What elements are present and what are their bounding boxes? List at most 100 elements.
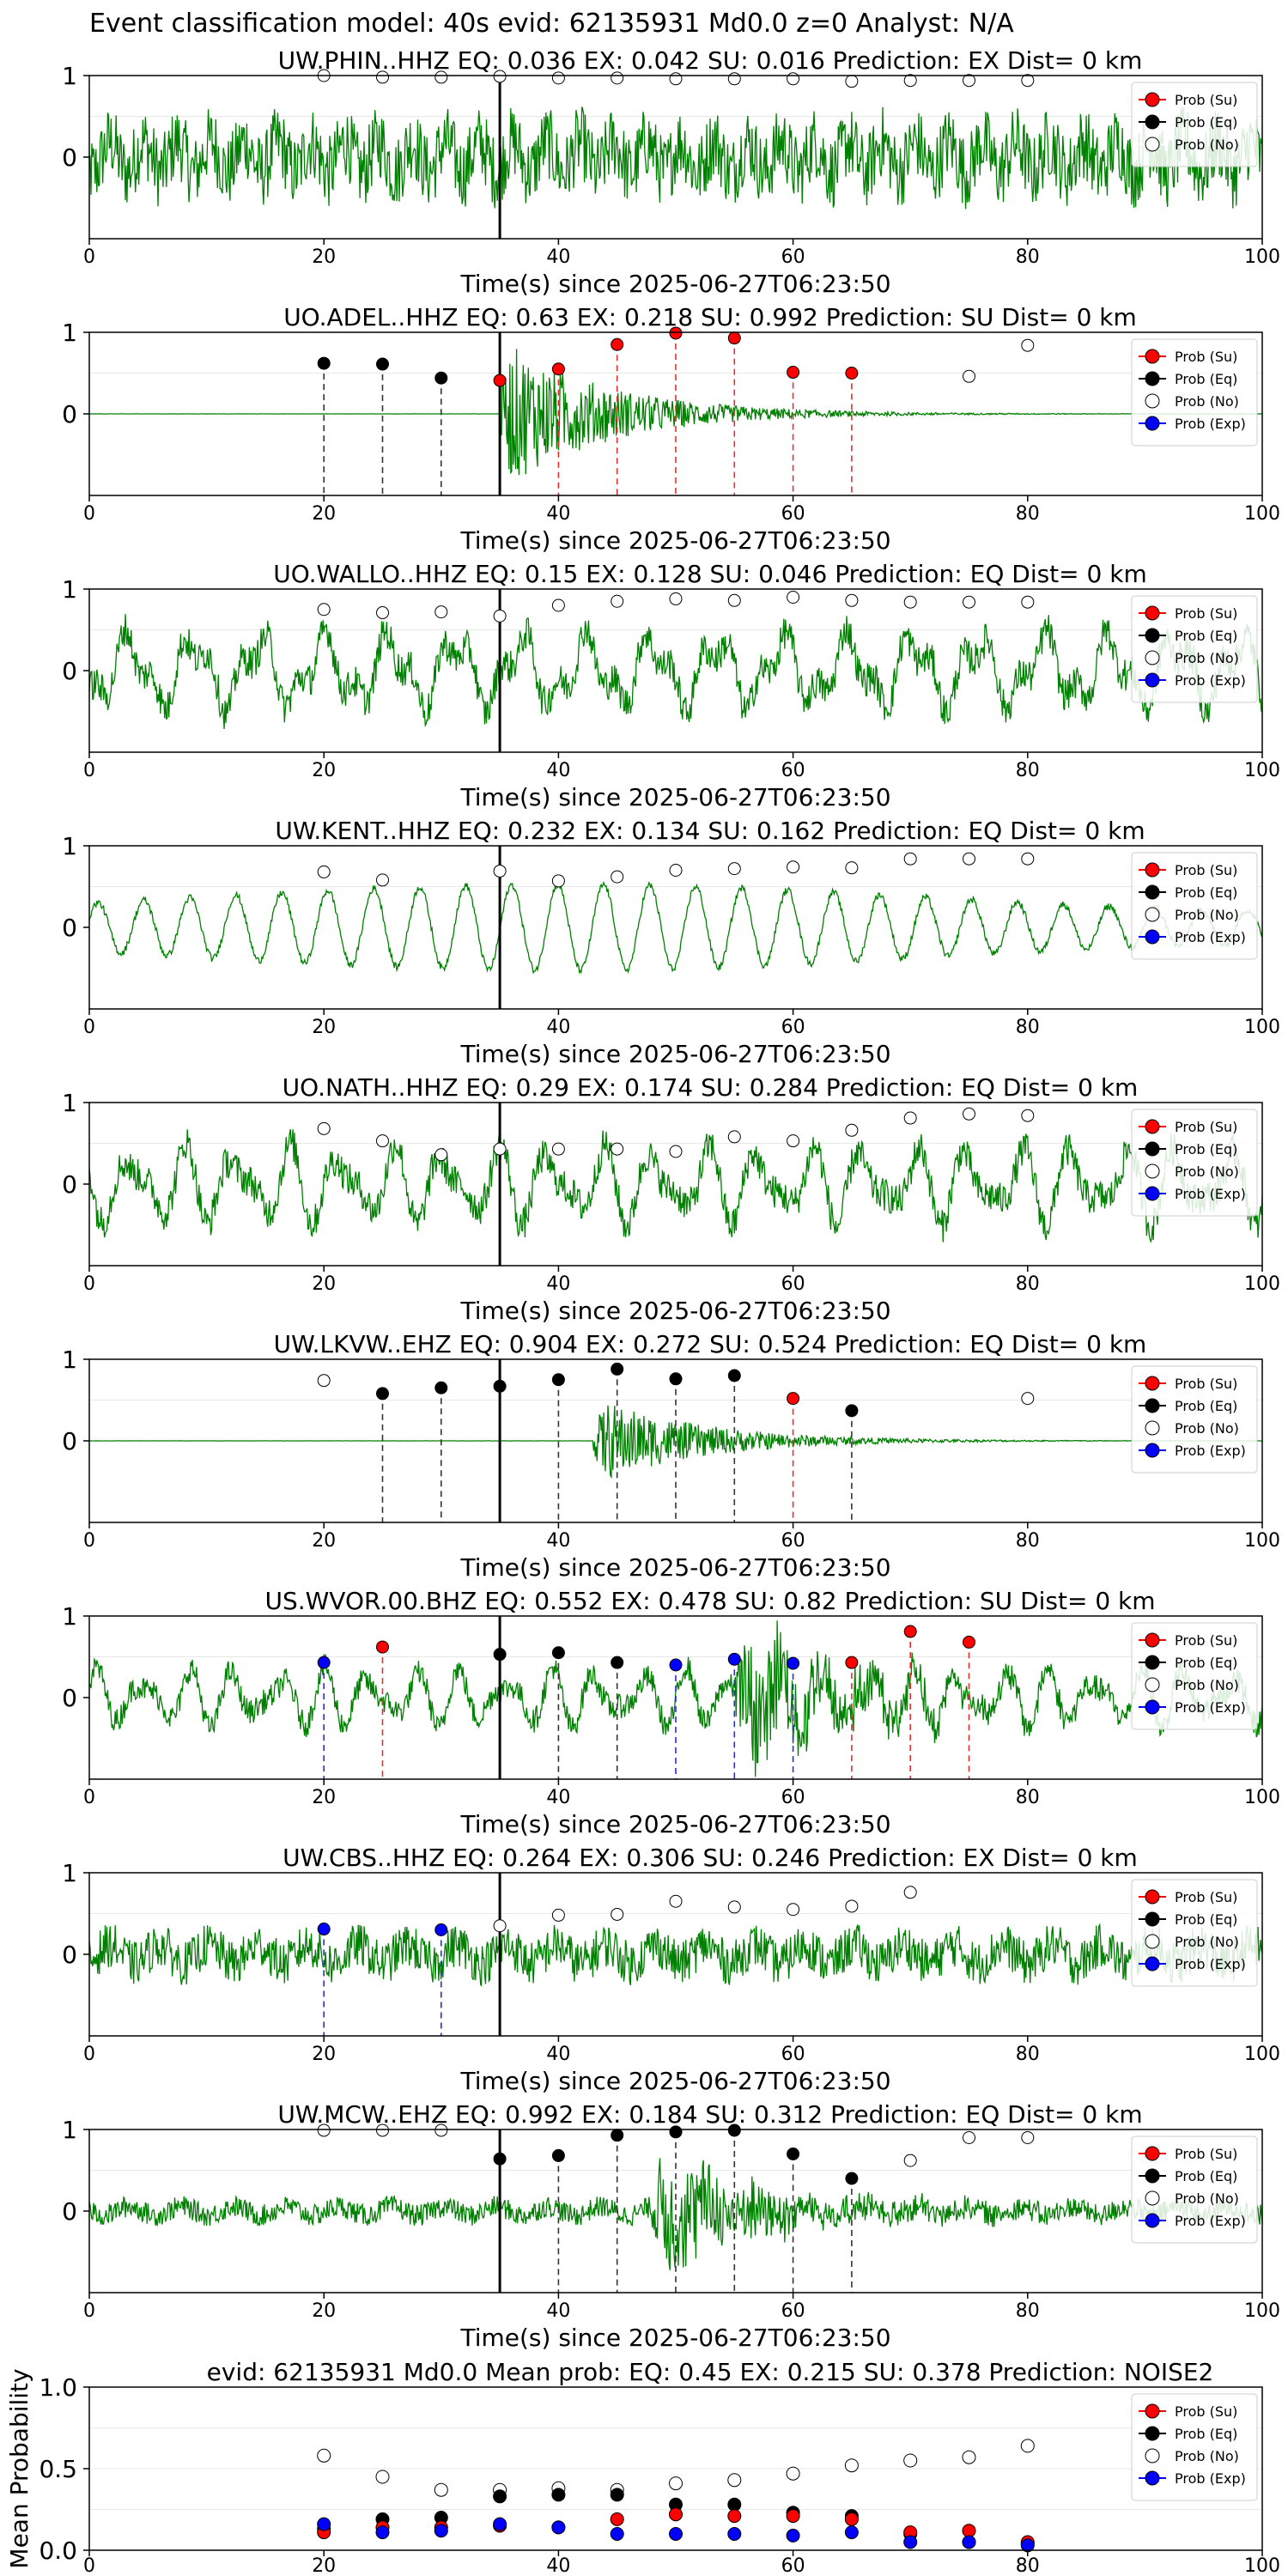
y-tick-label: 0 bbox=[62, 2197, 77, 2226]
prob-point-no bbox=[903, 74, 917, 88]
prob-point-no bbox=[376, 70, 389, 84]
mean-point-eq bbox=[610, 2488, 624, 2502]
prob-point-no bbox=[611, 594, 624, 608]
legend-marker-eq bbox=[1145, 114, 1160, 130]
mean-point-exp bbox=[610, 2527, 624, 2541]
panel-title: UW.MCW..EHZ EQ: 0.992 EX: 0.184 SU: 0.31… bbox=[277, 2100, 1142, 2129]
legend-label-su: Prob (Su) bbox=[1175, 862, 1237, 878]
legend-label-no: Prob (No) bbox=[1175, 1934, 1239, 1950]
panel-title: evid: 62135931 Md0.0 Mean prob: EQ: 0.45… bbox=[207, 2358, 1214, 2386]
prob-point-su bbox=[845, 1656, 859, 1669]
x-tick-label: 0 bbox=[83, 2044, 95, 2065]
prob-point-su bbox=[611, 337, 624, 351]
legend-label-su: Prob (Su) bbox=[1175, 1632, 1237, 1649]
prob-point-no bbox=[669, 72, 683, 86]
mean-point-exp bbox=[844, 2525, 859, 2540]
legend-label-su: Prob (Su) bbox=[1175, 1889, 1237, 1905]
panel-title: UO.ADEL..HHZ EQ: 0.63 EX: 0.218 SU: 0.99… bbox=[283, 303, 1137, 331]
legend-box bbox=[1131, 1879, 1258, 1987]
legend-label-su: Prob (Su) bbox=[1175, 2403, 1237, 2420]
prob-point-no bbox=[1021, 595, 1035, 609]
x-tick-label: 60 bbox=[781, 1530, 805, 1552]
legend-marker-no bbox=[1145, 393, 1160, 409]
legend-box bbox=[1131, 1365, 1258, 1473]
x-axis-label: Time(s) since 2025-06-27T06:23:50 bbox=[459, 2324, 890, 2352]
prob-point-no bbox=[903, 2154, 917, 2167]
prob-point-no bbox=[376, 1134, 389, 1148]
legend-marker-eq bbox=[1145, 1655, 1160, 1670]
y-tick-label: 1 bbox=[62, 62, 77, 90]
legend-label-exp: Prob (Exp) bbox=[1175, 2213, 1246, 2229]
panel-title: UW.LKVW..EHZ EQ: 0.904 EX: 0.272 SU: 0.5… bbox=[274, 1330, 1147, 1358]
prob-point-eq bbox=[669, 1372, 683, 1386]
y-tick-label: 0.0 bbox=[39, 2537, 77, 2565]
station-panel: UO.WALLO..HHZ EQ: 0.15 EX: 0.128 SU: 0.0… bbox=[62, 560, 1280, 811]
prob-point-no bbox=[787, 1134, 800, 1148]
legend-label-no: Prob (No) bbox=[1175, 393, 1239, 410]
x-tick-label: 80 bbox=[1016, 246, 1040, 268]
waveform-trace bbox=[88, 1923, 1263, 1987]
legend-label-exp: Prob (Exp) bbox=[1175, 1186, 1246, 1202]
prob-point-su bbox=[787, 366, 800, 380]
legend-marker-no bbox=[1145, 137, 1160, 152]
legend-marker-exp bbox=[1145, 1699, 1160, 1715]
prob-point-no bbox=[434, 605, 448, 619]
x-tick-label: 20 bbox=[312, 2300, 336, 2322]
legend-label-su: Prob (Su) bbox=[1175, 92, 1237, 108]
y-tick-label: 1 bbox=[62, 1859, 77, 1887]
station-panel: UO.ADEL..HHZ EQ: 0.63 EX: 0.218 SU: 0.99… bbox=[62, 303, 1280, 555]
prob-point-no bbox=[727, 1900, 741, 1914]
x-tick-label: 0 bbox=[83, 1787, 95, 1808]
prob-point-eq bbox=[493, 2152, 507, 2166]
legend-label-eq: Prob (Eq) bbox=[1175, 371, 1237, 387]
prob-point-no bbox=[493, 1919, 507, 1933]
prob-point-no bbox=[963, 595, 975, 609]
x-tick-label: 100 bbox=[1244, 246, 1280, 268]
prob-point-no bbox=[727, 1130, 741, 1144]
prob-point-no bbox=[317, 2123, 331, 2137]
prob-point-eq bbox=[493, 1648, 507, 1662]
x-tick-label: 0 bbox=[83, 246, 95, 268]
y-tick-label: 1 bbox=[62, 2116, 77, 2144]
legend-label-no: Prob (No) bbox=[1175, 907, 1239, 923]
x-tick-label: 20 bbox=[312, 2555, 336, 2576]
station-panel: UO.NATH..HHZ EQ: 0.29 EX: 0.174 SU: 0.28… bbox=[62, 1073, 1280, 1325]
legend-label-su: Prob (Su) bbox=[1175, 605, 1237, 622]
legend-box bbox=[1131, 82, 1258, 167]
prob-point-no bbox=[669, 1894, 683, 1908]
x-tick-label: 100 bbox=[1244, 2044, 1280, 2065]
prob-point-no bbox=[551, 598, 565, 612]
legend-marker-exp bbox=[1145, 1186, 1160, 1201]
prob-point-no bbox=[727, 72, 741, 86]
prob-point-su bbox=[903, 1625, 917, 1638]
prob-point-no bbox=[787, 72, 800, 86]
prob-point-no bbox=[1021, 74, 1035, 88]
x-tick-label: 20 bbox=[312, 246, 336, 268]
prob-point-no bbox=[611, 1907, 624, 1921]
prob-point-no bbox=[493, 1142, 507, 1156]
x-tick-label: 40 bbox=[546, 1017, 570, 1038]
x-tick-label: 80 bbox=[1016, 2555, 1040, 2576]
mean-point-exp bbox=[727, 2527, 742, 2541]
prob-point-no bbox=[845, 861, 859, 875]
mean-point-exp bbox=[434, 2524, 448, 2538]
prob-point-eq bbox=[434, 371, 448, 385]
prob-point-no bbox=[551, 1142, 565, 1156]
legend-marker-eq bbox=[1145, 1141, 1160, 1157]
legend-label-no: Prob (No) bbox=[1175, 2190, 1239, 2207]
prob-point-no bbox=[493, 70, 507, 83]
mean-point-su bbox=[669, 2507, 683, 2522]
prob-point-no bbox=[1021, 1109, 1035, 1122]
waveform-trace bbox=[88, 1128, 1263, 1243]
panel-title: UW.CBS..HHZ EQ: 0.264 EX: 0.306 SU: 0.24… bbox=[283, 1844, 1138, 1872]
x-tick-label: 60 bbox=[781, 2044, 805, 2065]
x-tick-label: 40 bbox=[546, 503, 570, 525]
legend-label-no: Prob (No) bbox=[1175, 1677, 1239, 1693]
prob-point-no bbox=[903, 595, 917, 609]
y-tick-label: 1 bbox=[62, 319, 77, 347]
x-tick-label: 100 bbox=[1244, 1787, 1280, 1808]
legend-marker-eq bbox=[1145, 371, 1160, 386]
legend-label-exp: Prob (Exp) bbox=[1175, 416, 1246, 432]
prob-point-exp bbox=[787, 1656, 800, 1670]
mean-point-no bbox=[375, 2470, 390, 2484]
